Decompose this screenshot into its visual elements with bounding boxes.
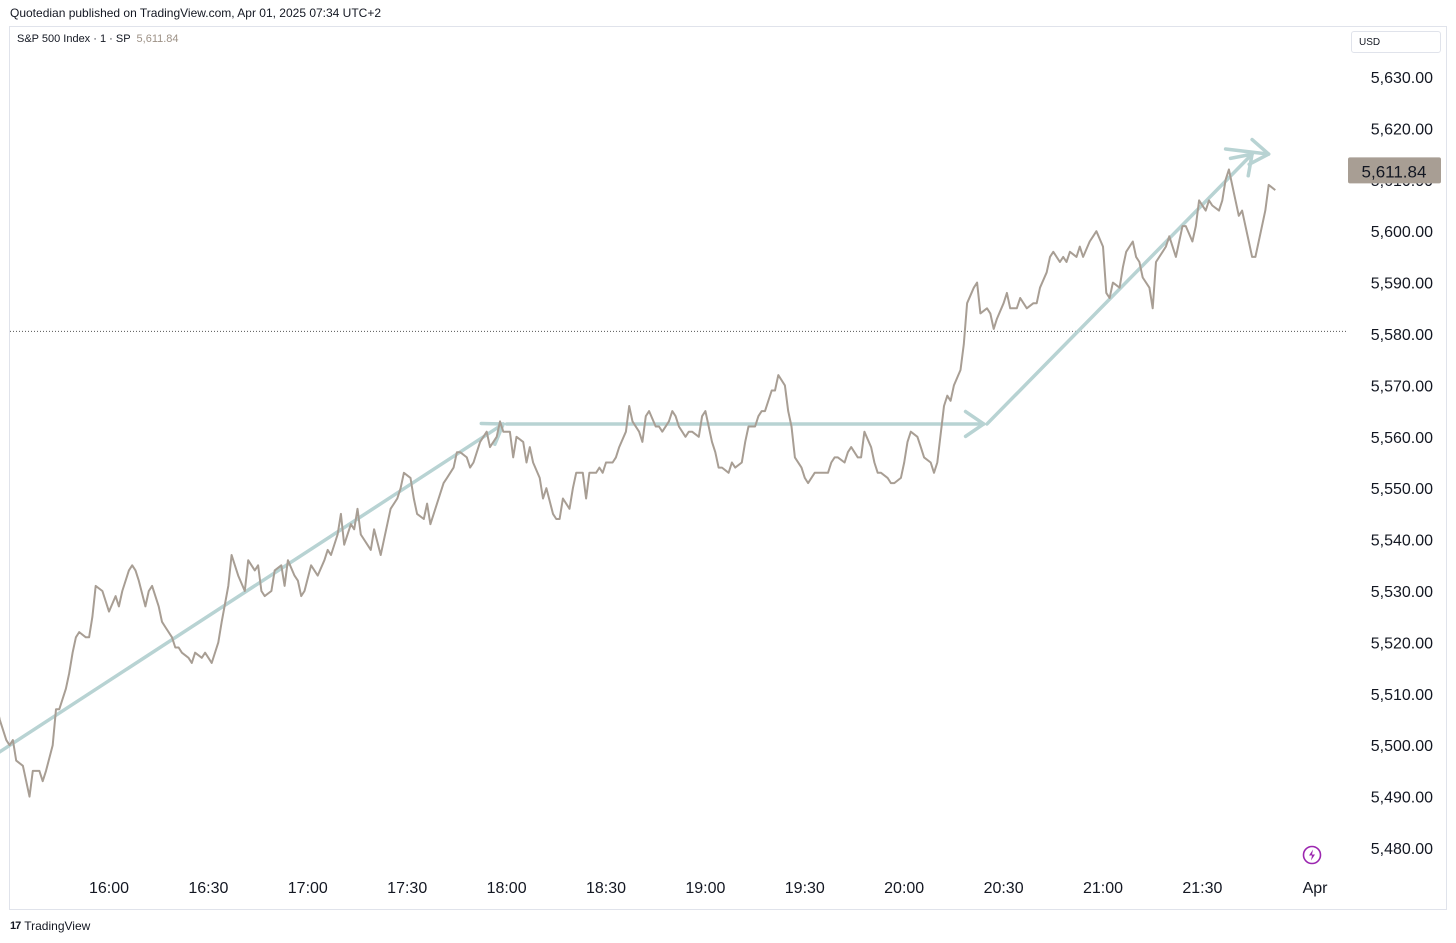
trend-arrow-shaft <box>985 152 1254 426</box>
y-tick-label: 5,580.00 <box>1371 327 1433 344</box>
trend-arrow-head <box>1228 152 1254 178</box>
footer-brand[interactable]: 17 TradingView <box>10 919 90 933</box>
trend-arrow-head <box>963 409 986 439</box>
y-tick-label: 5,500.00 <box>1371 738 1433 755</box>
x-tick-label: 16:30 <box>188 880 228 897</box>
y-tick-label: 5,510.00 <box>1371 687 1433 704</box>
y-tick-label: 5,620.00 <box>1371 121 1433 138</box>
trend-arrow[interactable] <box>985 152 1254 426</box>
series-legend[interactable]: S&P 500 Index · 1 · SP 5,611.84 <box>17 33 179 45</box>
price-line[interactable] <box>0 168 1276 798</box>
x-tick-label: 19:00 <box>685 880 725 897</box>
y-tick-label: 5,630.00 <box>1371 70 1433 87</box>
x-tick-label: 18:00 <box>487 880 527 897</box>
y-tick-label: 5,570.00 <box>1371 378 1433 395</box>
last-price-badge <box>1348 157 1441 184</box>
price-series <box>0 168 1276 798</box>
publisher-caption: Quotedian published on TradingView.com, … <box>10 6 382 20</box>
legend-symbol: S&P 500 Index · 1 · SP <box>17 33 131 45</box>
y-tick-label: 5,530.00 <box>1371 584 1433 601</box>
x-tick-label: 20:00 <box>884 880 924 897</box>
x-tick-label: 16:00 <box>89 880 129 897</box>
x-tick-label: 18:30 <box>586 880 626 897</box>
trend-arrow-head <box>1247 137 1271 167</box>
y-tick-label: 5,520.00 <box>1371 635 1433 652</box>
trend-arrow-head <box>479 421 506 447</box>
chart-frame <box>9 26 1447 910</box>
x-tick-label: 17:00 <box>288 880 328 897</box>
y-tick-label: 5,550.00 <box>1371 481 1433 498</box>
currency-button[interactable]: USD <box>1351 31 1441 53</box>
x-tick-label: 17:30 <box>387 880 427 897</box>
trend-arrow[interactable] <box>1223 137 1271 167</box>
x-tick-label: 21:00 <box>1083 880 1123 897</box>
x-axis: 116:0016:3017:0017:3018:0018:3019:0019:3… <box>89 880 1329 897</box>
trend-arrow-shaft <box>1223 147 1271 156</box>
x-tick-label: 21:30 <box>1182 880 1222 897</box>
legend-last-value: 5,611.84 <box>136 33 179 45</box>
brand-label: TradingView <box>24 919 91 933</box>
x-tick-label: 20:30 <box>984 880 1024 897</box>
y-axis: 5,630.005,620.005,610.005,600.005,590.00… <box>1371 70 1433 858</box>
trend-arrow[interactable] <box>504 409 986 439</box>
trend-annotations <box>0 137 1271 773</box>
lightning-icon[interactable] <box>1302 845 1322 865</box>
last-price-badge-group: 5,611.84 <box>1348 157 1441 184</box>
y-tick-label: 5,600.00 <box>1371 224 1433 241</box>
x-tick-label: Apr <box>1303 880 1329 897</box>
y-tick-label: 5,480.00 <box>1371 841 1433 858</box>
y-tick-label: 5,560.00 <box>1371 430 1433 447</box>
tradingview-logo-icon: 17 <box>10 920 21 932</box>
trend-arrow-shaft <box>0 422 506 754</box>
y-tick-label: 5,540.00 <box>1371 533 1433 550</box>
x-tick-label: 19:30 <box>785 880 825 897</box>
last-price-label: 5,611.84 <box>1362 162 1427 181</box>
trend-arrow[interactable] <box>0 421 506 773</box>
y-tick-label: 5,590.00 <box>1371 276 1433 293</box>
y-tick-label: 5,490.00 <box>1371 790 1433 807</box>
